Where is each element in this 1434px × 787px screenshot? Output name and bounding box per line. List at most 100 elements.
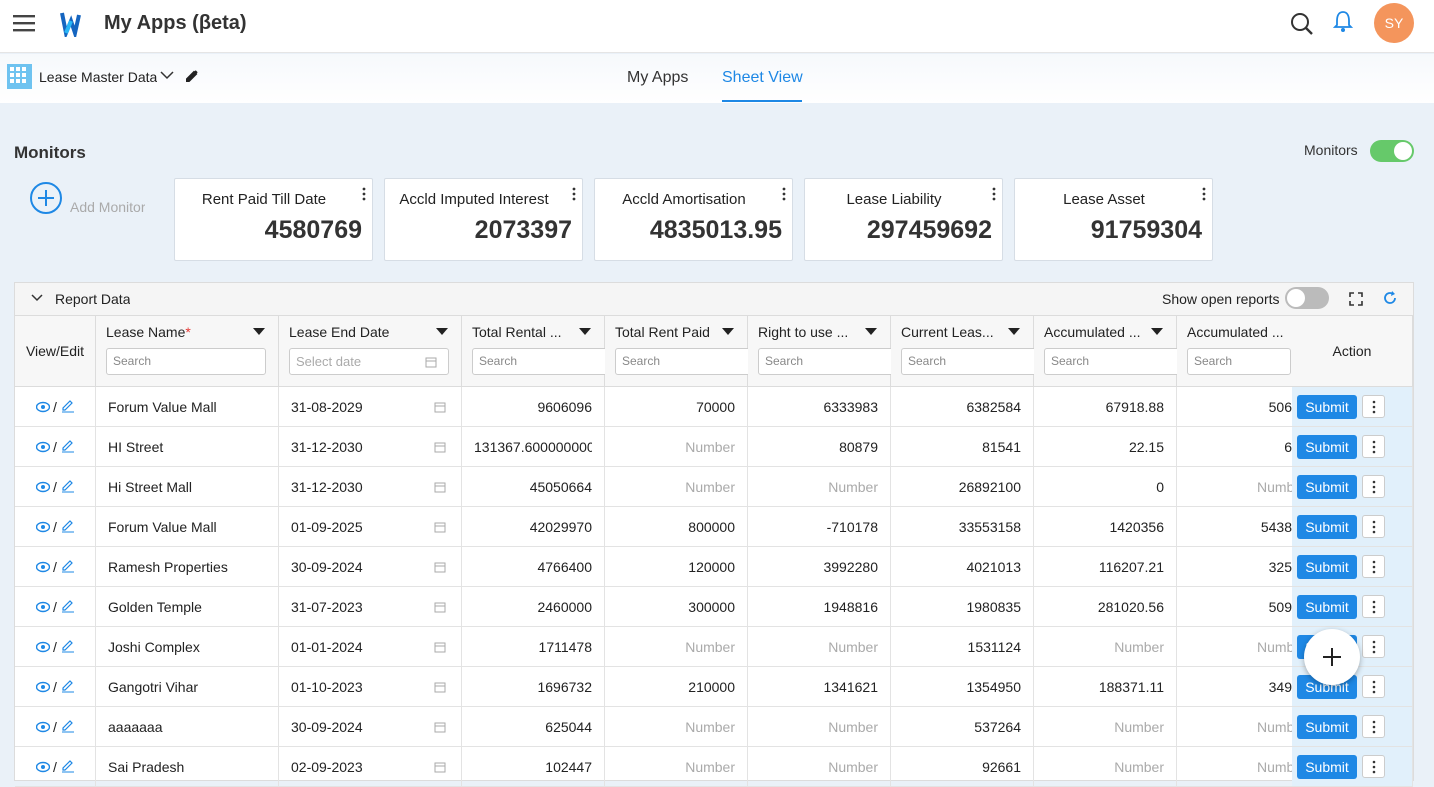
tab[interactable]: Sheet View xyxy=(722,69,803,86)
dropdown-icon[interactable] xyxy=(160,70,174,80)
sort-menu[interactable] xyxy=(865,328,877,336)
sort-menu[interactable] xyxy=(1008,328,1020,336)
column-label[interactable]: Total Rent Paid xyxy=(615,324,710,340)
row-menu-icon[interactable] xyxy=(1372,400,1376,414)
view-icon[interactable] xyxy=(36,721,50,733)
view-icon[interactable] xyxy=(36,761,50,773)
search-icon[interactable] xyxy=(1290,12,1314,36)
view-icon[interactable] xyxy=(36,681,50,693)
search-box[interactable]: Search xyxy=(106,348,266,375)
monitors-toggle[interactable] xyxy=(1370,140,1414,162)
date-filter[interactable]: Select date xyxy=(289,348,449,375)
submit-button[interactable]: Submit xyxy=(1297,475,1357,499)
view-icon[interactable] xyxy=(36,481,50,493)
sort-menu[interactable] xyxy=(1151,328,1163,336)
cell-value[interactable]: 02-09-2023 xyxy=(291,759,363,775)
view-icon[interactable] xyxy=(36,401,50,413)
calendar-icon[interactable] xyxy=(425,356,437,368)
view-icon[interactable] xyxy=(36,441,50,453)
row-menu-icon[interactable] xyxy=(1372,560,1376,574)
open-reports-toggle[interactable] xyxy=(1285,287,1329,309)
submit-button[interactable]: Submit xyxy=(1297,595,1357,619)
row-menu-icon[interactable] xyxy=(1372,440,1376,454)
row-menu[interactable] xyxy=(1362,395,1385,418)
row-menu[interactable] xyxy=(1362,675,1385,698)
cell-value[interactable]: 31-12-2030 xyxy=(291,439,363,455)
submit-button[interactable]: Submit xyxy=(1297,555,1357,579)
edit-icon[interactable] xyxy=(61,439,75,453)
calendar-icon[interactable] xyxy=(434,441,446,453)
edit-icon[interactable] xyxy=(61,759,75,773)
row-menu[interactable] xyxy=(1362,715,1385,738)
cell-value[interactable]: 01-09-2025 xyxy=(291,519,363,535)
sort-menu[interactable] xyxy=(436,328,448,336)
row-menu-icon[interactable] xyxy=(1372,480,1376,494)
collapse-icon[interactable] xyxy=(31,293,43,303)
calendar-icon[interactable] xyxy=(434,561,446,573)
edit-icon[interactable] xyxy=(61,519,75,533)
calendar-icon[interactable] xyxy=(434,401,446,413)
expand-icon[interactable] xyxy=(1349,292,1363,306)
sort-menu[interactable] xyxy=(253,328,265,336)
add-monitor-label[interactable]: Add Monitor xyxy=(70,199,146,215)
cell-value[interactable]: 31-12-2030 xyxy=(291,479,363,495)
column-label[interactable]: Accumulated ... xyxy=(1187,324,1284,340)
tab[interactable]: My Apps xyxy=(627,69,689,86)
card-menu[interactable] xyxy=(782,187,786,201)
cell-value[interactable]: 31-08-2029 xyxy=(291,399,363,415)
column-label[interactable]: Lease Name* xyxy=(106,324,191,340)
row-menu-icon[interactable] xyxy=(1372,600,1376,614)
row-menu[interactable] xyxy=(1362,435,1385,458)
row-menu-icon[interactable] xyxy=(1372,520,1376,534)
calendar-icon[interactable] xyxy=(434,681,446,693)
menu-icon[interactable] xyxy=(13,14,35,32)
column-label[interactable]: Current Leas... xyxy=(901,324,994,340)
refresh-icon[interactable] xyxy=(1382,290,1398,306)
avatar[interactable]: SY xyxy=(1374,3,1414,43)
row-menu[interactable] xyxy=(1362,555,1385,578)
calendar-icon[interactable] xyxy=(434,481,446,493)
search-box[interactable]: Search xyxy=(1187,348,1291,375)
cell-value[interactable]: 01-01-2024 xyxy=(291,639,363,655)
edit-icon[interactable] xyxy=(185,69,199,83)
view-icon[interactable] xyxy=(36,521,50,533)
calendar-icon[interactable] xyxy=(434,521,446,533)
row-menu[interactable] xyxy=(1362,755,1385,778)
card-menu[interactable] xyxy=(1202,187,1206,201)
sheet-name[interactable]: Lease Master Data xyxy=(39,69,158,85)
row-menu[interactable] xyxy=(1362,635,1385,658)
submit-button[interactable]: Submit xyxy=(1297,515,1357,539)
calendar-icon[interactable] xyxy=(434,761,446,773)
row-menu-icon[interactable] xyxy=(1372,640,1376,654)
column-label[interactable]: Total Rental ... xyxy=(472,324,562,340)
sort-menu[interactable] xyxy=(579,328,591,336)
row-menu-icon[interactable] xyxy=(1372,680,1376,694)
card-menu[interactable] xyxy=(992,187,996,201)
calendar-icon[interactable] xyxy=(434,601,446,613)
row-menu-icon[interactable] xyxy=(1372,760,1376,774)
edit-icon[interactable] xyxy=(61,399,75,413)
edit-icon[interactable] xyxy=(61,599,75,613)
view-icon[interactable] xyxy=(36,601,50,613)
card-menu[interactable] xyxy=(362,187,366,201)
row-menu[interactable] xyxy=(1362,595,1385,618)
fab-add[interactable] xyxy=(1304,629,1360,685)
cell-value[interactable]: 30-09-2024 xyxy=(291,719,363,735)
submit-button[interactable]: Submit xyxy=(1297,755,1357,779)
submit-button[interactable]: Submit xyxy=(1297,435,1357,459)
view-icon[interactable] xyxy=(36,561,50,573)
sort-menu[interactable] xyxy=(722,328,734,336)
row-menu-icon[interactable] xyxy=(1372,720,1376,734)
calendar-icon[interactable] xyxy=(434,721,446,733)
view-icon[interactable] xyxy=(36,641,50,653)
submit-button[interactable]: Submit xyxy=(1297,715,1357,739)
cell-value[interactable]: 01-10-2023 xyxy=(291,679,363,695)
edit-icon[interactable] xyxy=(61,639,75,653)
edit-icon[interactable] xyxy=(61,559,75,573)
column-label[interactable]: Accumulated ... xyxy=(1044,324,1141,340)
column-label[interactable]: Lease End Date xyxy=(289,324,390,340)
cell-value[interactable]: 30-09-2024 xyxy=(291,559,363,575)
row-menu[interactable] xyxy=(1362,475,1385,498)
edit-icon[interactable] xyxy=(61,679,75,693)
column-label[interactable]: Right to use ... xyxy=(758,324,849,340)
